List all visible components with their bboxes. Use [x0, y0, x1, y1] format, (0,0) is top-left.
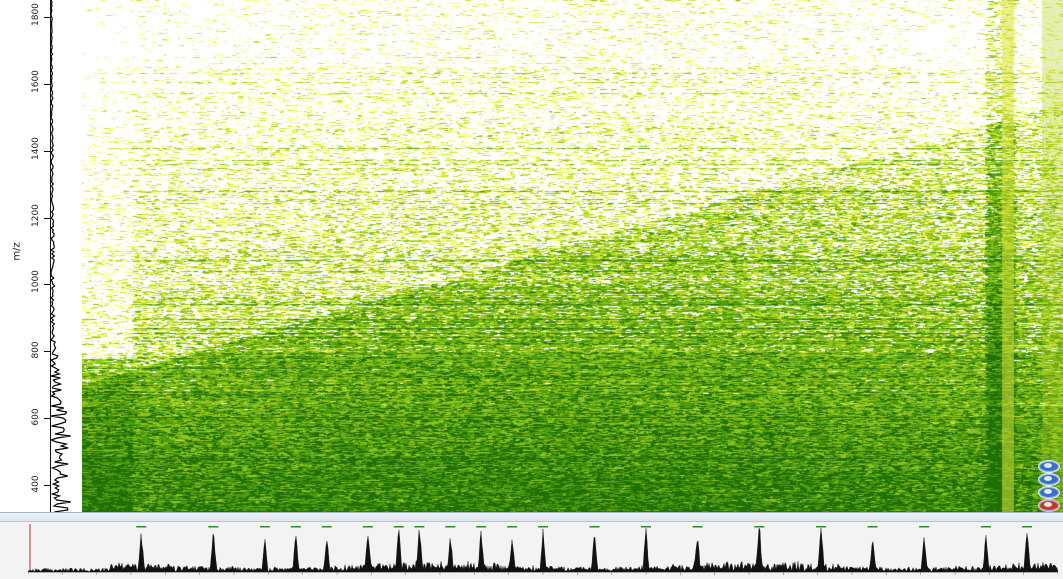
mz-tick-label: 1800 — [31, 2, 41, 26]
mz-tick-label: 800 — [31, 341, 41, 359]
mz-axis-panel: m/z 1800 1600 1400 1200 1000 800 600 400 — [0, 0, 82, 512]
peak-annotation-mark — [476, 526, 487, 528]
spectrum-titlebar — [0, 513, 1063, 522]
mz-tick — [44, 16, 50, 18]
peak-annotation-mark — [208, 526, 219, 528]
peak-annotation-mark — [754, 526, 765, 528]
lcms-heatmap[interactable] — [82, 0, 1063, 512]
peak-annotation-mark — [393, 526, 404, 528]
view-toggle-button[interactable] — [1038, 460, 1060, 473]
mz-tick — [44, 83, 50, 85]
mz-tick — [44, 284, 50, 286]
spectrum-panel — [0, 512, 1063, 579]
peak-annotation-mark — [816, 526, 827, 528]
peak-annotation-mark — [538, 526, 548, 528]
mz-tick-label: 1400 — [31, 136, 41, 160]
peak-annotation-mark — [445, 526, 456, 528]
spectrum-trace — [28, 527, 1058, 573]
peak-annotation-mark — [290, 526, 301, 528]
mz-tick-label: 1600 — [31, 69, 41, 93]
peak-annotation-mark — [867, 526, 878, 528]
peak-annotation-mark — [589, 526, 600, 528]
peak-annotation-mark — [980, 526, 991, 528]
mz-tick — [44, 351, 50, 353]
mz-axis-title: m/z — [11, 242, 23, 261]
mz-tick — [44, 418, 50, 420]
view-toggle-group — [1038, 460, 1060, 512]
spectrum-plot[interactable] — [28, 522, 1058, 579]
peak-annotation-mark — [1022, 526, 1033, 528]
mz-axis-line — [50, 0, 51, 512]
peak-annotation-mark — [362, 526, 373, 528]
mz-tick-label: 1000 — [31, 270, 41, 294]
tic-profile-trace — [50, 0, 71, 512]
mz-tick — [44, 485, 50, 487]
mz-tick — [44, 150, 50, 152]
peak-annotation-mark — [321, 526, 332, 528]
peak-annotation-mark — [414, 526, 425, 528]
peak-annotation-mark — [507, 526, 518, 528]
mz-tick-label: 600 — [31, 408, 41, 426]
view-toggle-button[interactable] — [1038, 499, 1060, 512]
mz-tick — [44, 217, 50, 219]
peak-annotation-mark — [641, 526, 651, 528]
peak-annotation-mark — [692, 526, 703, 528]
peak-annotation-mark — [136, 526, 147, 528]
peak-annotation-mark — [919, 526, 930, 528]
peak-annotation-mark — [259, 526, 270, 528]
view-toggle-button[interactable] — [1038, 473, 1060, 486]
mz-tick-label: 1200 — [31, 203, 41, 227]
heatmap-canvas[interactable] — [82, 0, 1063, 512]
mz-tick-label: 400 — [31, 475, 41, 493]
tic-profile-line — [50, 0, 71, 512]
view-toggle-button[interactable] — [1038, 486, 1060, 499]
